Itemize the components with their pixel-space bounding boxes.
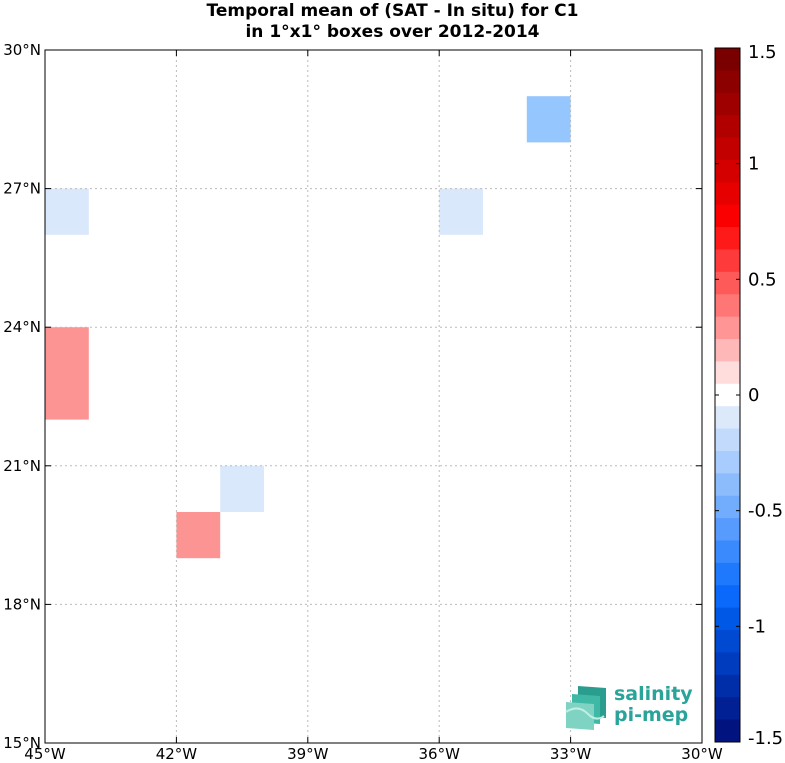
y-tick-label: 30°N (3, 41, 41, 59)
colorbar-tick-label: 1.5 (748, 42, 777, 63)
colorbar-segment (715, 383, 740, 407)
x-tick-label: 39°W (287, 745, 329, 763)
y-tick-label: 21°N (3, 457, 41, 475)
gridlines (45, 50, 702, 743)
colorbar-segment (715, 450, 740, 474)
x-tick-label: 30°W (681, 745, 723, 763)
x-tick-label: 42°W (156, 745, 198, 763)
colorbar-segment (715, 406, 740, 430)
colorbar-tick-label: -1.5 (748, 728, 783, 749)
colorbar-segment (715, 473, 740, 497)
data-cell-5 (176, 512, 221, 559)
colorbar-segment (715, 316, 740, 340)
plot-frame (44, 49, 703, 744)
y-tick-label: 15°N (3, 734, 41, 752)
data-cell-2 (526, 96, 571, 143)
data-cell-1 (439, 188, 483, 235)
data-cells (45, 96, 571, 559)
y-tick-label: 24°N (3, 318, 41, 336)
colorbar-segment (715, 227, 740, 250)
colorbar-segment (715, 92, 740, 116)
x-tick-label: 33°W (550, 745, 592, 763)
colorbar-segment (715, 361, 740, 385)
colorbar-segment (715, 339, 740, 362)
colorbar-segment (715, 204, 740, 228)
colorbar-tick-label: -1 (748, 616, 766, 637)
colorbar-segment (715, 630, 740, 653)
colorbar-segment (715, 562, 740, 586)
colorbar-segment (715, 137, 740, 161)
colorbar-tick-label: 0.5 (748, 269, 777, 290)
data-cell-3 (45, 327, 89, 420)
colorbar-segment (715, 518, 740, 542)
colorbar-segment (715, 719, 740, 743)
chart-title-line1: Temporal mean of (SAT - In situ) for C1 (206, 1, 579, 21)
colorbar-segment (715, 182, 740, 206)
colorbar-segment (715, 428, 740, 452)
colorbar-segment (715, 48, 740, 71)
colorbar-segment (715, 271, 740, 295)
colorbar-segment (715, 585, 740, 609)
y-tick-label: 18°N (3, 595, 41, 613)
colorbar-segment (715, 674, 740, 698)
colorbar-segment (715, 697, 740, 721)
colorbar-segment (715, 159, 740, 183)
colorbar-segment (715, 294, 740, 318)
data-cell-0 (45, 188, 89, 235)
colorbar-tick-label: 0 (748, 385, 759, 406)
x-tick-label: 45°W (24, 745, 66, 763)
axis-ticks: 45°W 42°W 39°W 36°W 33°W 30°W 15°N 18°N 21°N 24°N… (3, 41, 723, 763)
logo-text-salinity: salinity (614, 683, 693, 705)
colorbar-segment (715, 540, 740, 564)
y-tick-label: 27°N (3, 180, 41, 198)
salinity-pimep-logo-mark (565, 686, 606, 730)
colorbar-tick-label: 1 (748, 154, 759, 175)
colorbar-segment (715, 115, 740, 139)
x-tick-label: 36°W (418, 745, 460, 763)
data-cell-4 (220, 465, 264, 512)
colorbar-segment (715, 249, 740, 273)
colorbar: 1.5 1 0.5 0 -0.5 -1 -1.5 (714, 42, 783, 749)
colorbar-segment (715, 495, 740, 519)
logo-text-pimep: pi-mep (614, 704, 689, 726)
chart-title-line2: in 1°x1° boxes over 2012-2014 (245, 22, 540, 42)
colorbar-tick-label: -0.5 (748, 501, 783, 522)
colorbar-segment (715, 652, 740, 676)
colorbar-segment (715, 70, 740, 94)
colorbar-segment (715, 607, 740, 631)
